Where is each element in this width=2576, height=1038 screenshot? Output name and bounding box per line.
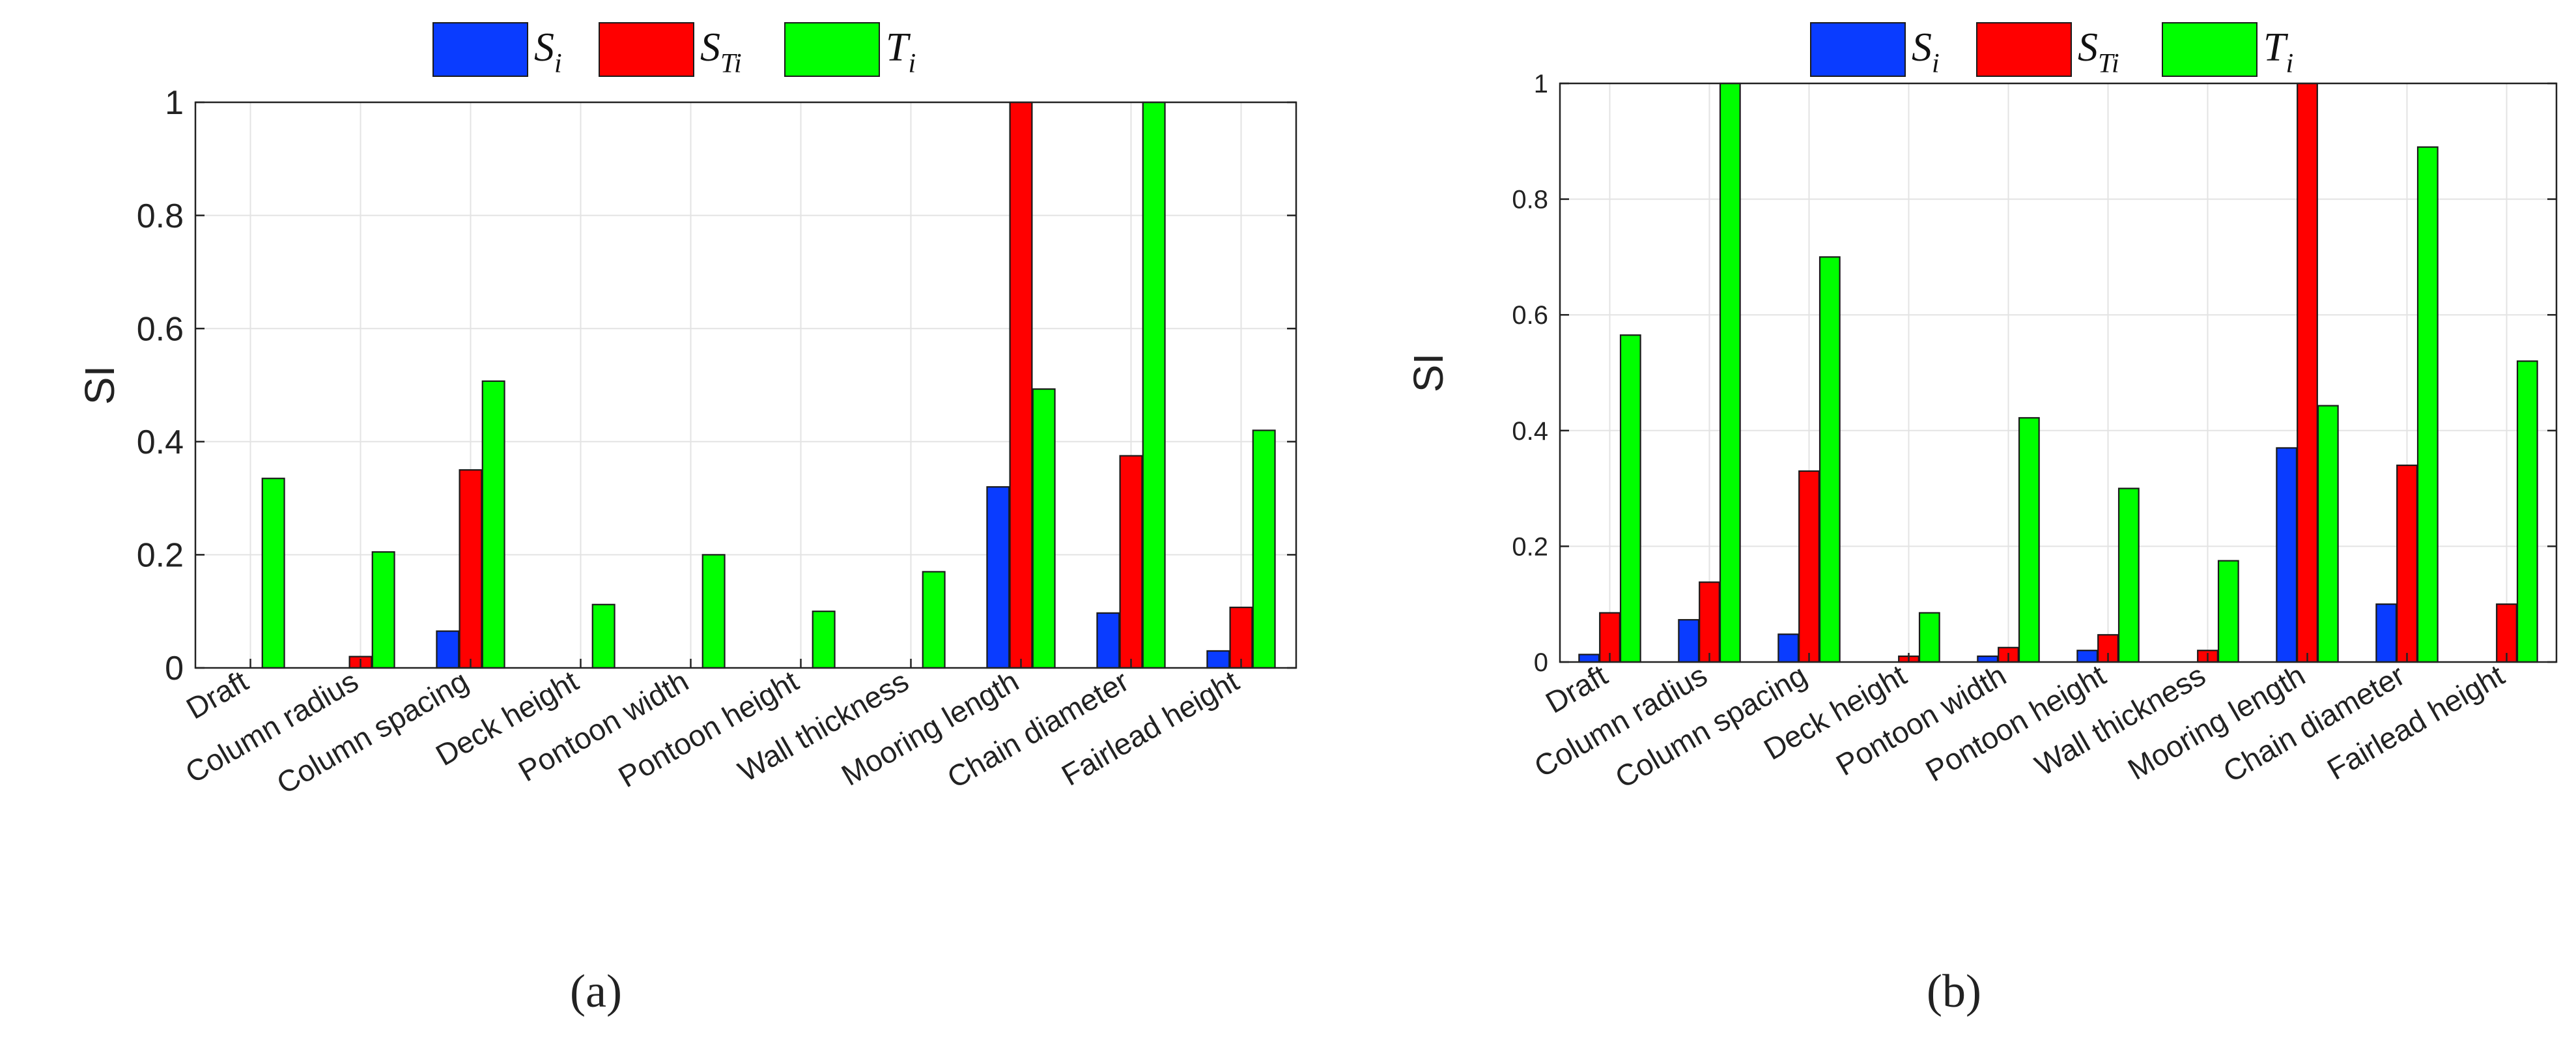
bar-ti-6	[2117, 487, 2140, 663]
x-tick-label: Pontoon width	[1830, 658, 2011, 783]
legend-swatch	[1810, 22, 1906, 77]
bar-sti-8	[2297, 82, 2318, 663]
x-tick-label: Column spacing	[271, 664, 474, 801]
legend-label: Si	[534, 25, 562, 79]
y-tick-label: 0.2	[1512, 532, 1548, 561]
legend-label: Ti	[2263, 25, 2293, 79]
x-tick-label: Draft	[180, 664, 254, 726]
bar-sti-3	[459, 469, 483, 669]
y-axis-title: SI	[1405, 353, 1452, 392]
legend-swatch	[2162, 22, 2258, 77]
x-tick-label: Draft	[1540, 658, 1613, 720]
bar-ti-1	[261, 478, 285, 669]
bar-ti-3	[1819, 256, 1841, 663]
y-tick-label: 0.2	[137, 537, 184, 575]
bar-ti-5	[2018, 417, 2040, 663]
bar-sti-3	[1798, 470, 1820, 663]
bar-ti-2	[371, 551, 395, 669]
x-tick-label: Wall thickness	[2029, 658, 2211, 783]
bar-sti-9	[1119, 455, 1143, 669]
y-tick-label: 0.6	[1512, 301, 1548, 330]
bar-si-3	[1777, 633, 1800, 663]
bar-ti-4	[591, 603, 616, 669]
y-tick-label: 0.4	[1512, 417, 1548, 446]
x-tick-label: Chain diameter	[941, 664, 1134, 795]
bar-ti-5	[701, 554, 726, 669]
panel-label: (a)	[570, 965, 622, 1017]
legend: Si STi Ti	[1810, 22, 2293, 79]
x-tick-label: Pontoon height	[612, 664, 804, 794]
y-tick-label: 1	[165, 84, 184, 122]
bar-ti-6	[812, 611, 836, 669]
bar-ti-10	[1252, 429, 1276, 669]
bar-ti-9	[1142, 101, 1166, 669]
bar-ti-2	[1719, 82, 1741, 663]
legend-swatch	[784, 22, 880, 77]
bar-ti-1	[1619, 334, 1641, 663]
legend-label: STi	[2078, 25, 2119, 79]
bar-ti-8	[1032, 388, 1056, 669]
bar-si-8	[2276, 447, 2298, 663]
panel-label: (b)	[1927, 965, 1981, 1017]
axes-box	[1559, 82, 2558, 663]
y-tick-label: 0.8	[137, 197, 184, 235]
bar-ti-8	[2317, 405, 2339, 663]
legend: Si STi Ti	[432, 22, 916, 79]
bar-si-9	[1096, 612, 1120, 669]
bar-si-3	[436, 630, 460, 669]
bar-ti-7	[2217, 560, 2239, 663]
bar-si-9	[2375, 603, 2398, 663]
y-tick-label: 0.8	[1512, 186, 1548, 214]
y-tick-label: 0.4	[137, 424, 184, 461]
bar-ti-7	[922, 571, 946, 669]
bar-ti-10	[2516, 360, 2538, 663]
legend-swatch	[432, 22, 528, 77]
y-tick-label: 0.6	[137, 310, 184, 348]
bar-ti-4	[1918, 612, 1940, 663]
bar-sti-8	[1009, 101, 1033, 669]
bar-si-8	[986, 486, 1010, 669]
bar-sti-10	[2496, 603, 2517, 663]
legend-label: Si	[1912, 25, 1940, 79]
y-tick-label: 0	[1534, 648, 1548, 677]
legend-swatch	[599, 22, 694, 77]
bar-ti-3	[481, 380, 505, 669]
bar-si-2	[1678, 619, 1700, 663]
y-tick-label: 0	[165, 650, 184, 687]
legend-label: Ti	[886, 25, 916, 79]
legend-swatch	[1976, 22, 2072, 77]
legend-label: STi	[700, 25, 742, 79]
bar-sti-2	[1699, 581, 1720, 663]
y-axis-title: SI	[76, 366, 123, 405]
bar-ti-9	[2416, 146, 2439, 663]
bar-sti-9	[2396, 464, 2418, 663]
axes-box	[194, 101, 1297, 669]
y-tick-label: 1	[1534, 70, 1548, 98]
